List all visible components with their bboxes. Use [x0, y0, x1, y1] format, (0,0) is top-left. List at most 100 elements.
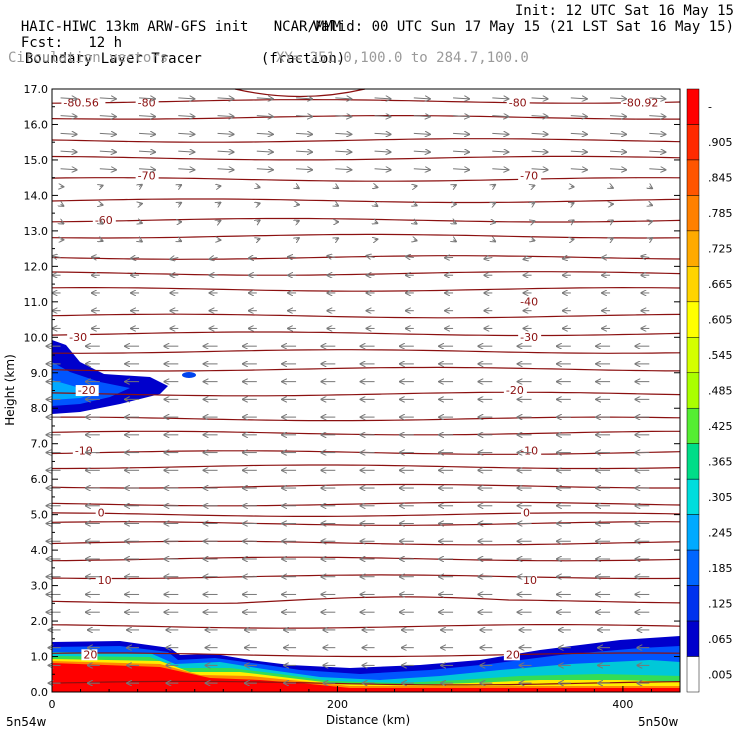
colorbar-label: .005	[708, 668, 733, 681]
isotherm-line	[51, 198, 681, 204]
isotherm-line	[51, 255, 681, 260]
y-tick-label: 17.0	[24, 83, 49, 96]
wind-vector	[100, 222, 103, 224]
wind-vector	[257, 187, 260, 188]
x-axis: 0 200 400	[49, 686, 652, 711]
wind-vector	[327, 256, 336, 258]
y-tick-label: 9.0	[31, 367, 49, 380]
wind-vector	[335, 151, 351, 152]
y-axis-label: Height (km)	[3, 354, 17, 425]
colorbar-swatch	[686, 195, 700, 232]
wind-vector	[99, 151, 116, 152]
isotherm-line	[51, 501, 681, 507]
wind-vector	[374, 169, 391, 170]
wind-vector	[374, 116, 391, 117]
x-start-location: 5n54w	[6, 715, 47, 729]
wind-vector	[492, 116, 508, 117]
wind-vector	[218, 203, 221, 205]
wind-vector	[414, 186, 417, 187]
wind-vector	[296, 238, 299, 240]
x-tick-label: 0	[49, 698, 56, 711]
cross-section-xy: XY= 251.0,100.0 to 284.7,100.0	[276, 50, 529, 66]
y-tick-label: 12.0	[24, 260, 49, 273]
wind-vector	[335, 133, 351, 134]
wind-vector	[218, 221, 221, 222]
isotherm-line	[51, 155, 681, 161]
wind-vector	[296, 221, 299, 222]
wind-vector	[61, 204, 64, 206]
wind-vector	[492, 98, 508, 99]
wind-vector	[532, 221, 535, 222]
y-tick-label: 13.0	[24, 225, 49, 238]
wind-vector	[570, 133, 587, 134]
contour-label: -30	[520, 331, 538, 344]
y-tick-label: 5.0	[31, 509, 49, 522]
contour-label-bg	[81, 649, 98, 661]
wind-vector	[531, 169, 548, 170]
wind-vector	[60, 169, 77, 170]
wind-vector	[492, 133, 508, 134]
isotherm-line	[52, 464, 681, 470]
contour-label: -30	[69, 331, 87, 344]
forecast-line: Fcst: 12 h	[4, 19, 122, 51]
wind-vector	[60, 133, 77, 134]
wind-vector	[570, 98, 587, 99]
isotherm-line	[52, 416, 681, 422]
wind-vector	[610, 187, 613, 188]
contour-label: -70	[520, 169, 538, 182]
x-axis-label: Distance (km)	[326, 713, 410, 727]
contour-label-bg	[518, 445, 542, 457]
contour-label: 10	[98, 574, 112, 587]
colorbar-swatch	[686, 159, 700, 196]
wind-vector	[131, 257, 140, 258]
wind-vector	[60, 151, 77, 152]
x-tick-label: 400	[612, 698, 633, 711]
contour-label-bg	[75, 385, 99, 397]
y-tick-label: 2.0	[31, 615, 49, 628]
wind-vector	[375, 222, 378, 223]
wind-vector	[256, 169, 273, 170]
isotherm-line	[51, 391, 681, 397]
y-tick-label: 6.0	[31, 473, 49, 486]
colorbar-label: .665	[708, 278, 733, 291]
wind-vector	[492, 185, 495, 187]
wind-vector	[217, 151, 234, 152]
isotherm-line	[51, 624, 681, 629]
wind-vector	[374, 151, 391, 152]
forecast-value: 12 h	[88, 35, 123, 51]
wind-vector	[139, 151, 155, 152]
colorbar-swatch	[686, 88, 700, 125]
wind-vector	[217, 98, 234, 99]
wind-vector	[139, 240, 142, 242]
wind-vector	[100, 185, 103, 186]
model-title: HAIC-HIWC 13km ARW-GFS init	[20, 19, 249, 35]
field-name: Boundary Layer Tracer	[24, 51, 202, 67]
contour-label-bg	[135, 97, 159, 109]
wind-vector	[139, 185, 142, 187]
colorbar-label: .185	[708, 562, 733, 575]
wind-vector	[649, 98, 665, 99]
y-tick-label: 11.0	[24, 296, 49, 309]
contour-label-bg	[521, 574, 537, 586]
wind-vector	[178, 240, 181, 241]
wind-vector	[492, 169, 508, 170]
wind-vector	[99, 169, 116, 170]
isotherm-line	[51, 331, 681, 337]
wind-vector	[610, 169, 626, 170]
contour-label-bg	[503, 649, 520, 661]
organization: NCAR/MMM	[273, 19, 342, 35]
colorbar: - .905 .845 .785 .725 .665 .605 .545 .485 .425 .36…	[686, 88, 733, 693]
y-tick-label: 15.0	[24, 154, 49, 167]
wind-vector	[139, 222, 142, 223]
isotherm-line	[51, 115, 680, 120]
x-tick-label: 200	[327, 698, 348, 711]
wind-vector	[570, 169, 587, 170]
isotherm-line	[51, 286, 681, 292]
wind-vector	[532, 186, 535, 187]
isotherm-line	[51, 596, 681, 604]
forecast-label: Fcst:	[20, 35, 64, 51]
colorbar-swatch	[686, 407, 700, 444]
wind-vector	[288, 257, 297, 258]
y-tick-label: 7.0	[31, 438, 49, 451]
